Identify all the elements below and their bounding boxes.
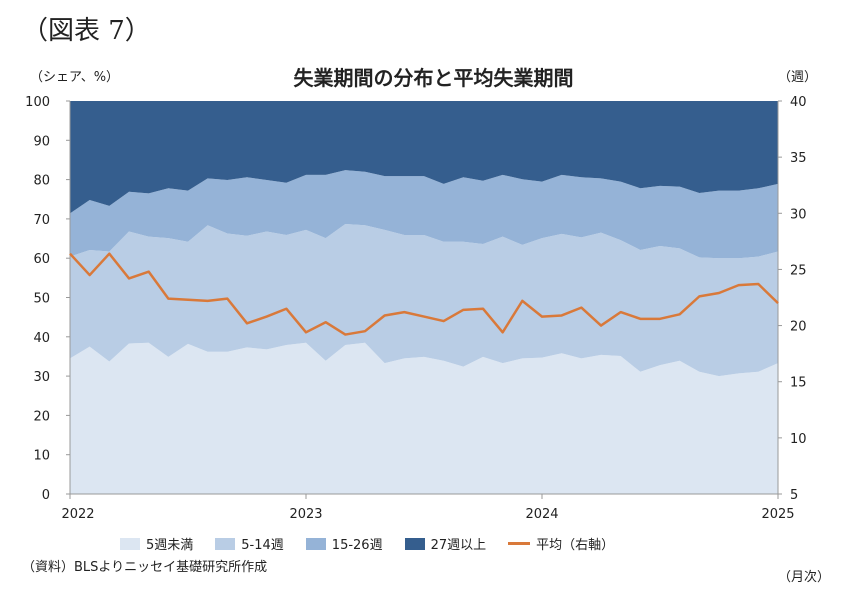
x-tick-label: 2024: [525, 507, 558, 522]
left-tick-label: 90: [33, 134, 50, 149]
legend-label: 15-26週: [331, 538, 383, 553]
legend-label: 平均（右軸）: [536, 538, 615, 553]
legend-item-5-14w: 5-14週: [215, 534, 284, 553]
area-15-26w: [70, 170, 778, 259]
area-27w-plus: [70, 101, 778, 214]
right-tick-label: 35: [790, 151, 807, 166]
legend-item-under-5w: 5週未満: [120, 534, 193, 553]
area-5-14w: [70, 224, 778, 377]
figure-label: （図表 7）: [22, 16, 151, 46]
legend: 5週未満 5-14週 15-26週 27週以上 平均（右軸）: [120, 534, 614, 553]
legend-item-27w-plus: 27週以上: [404, 534, 487, 553]
area-under-5w: [70, 342, 778, 494]
left-tick-label: 100: [25, 95, 50, 110]
legend-swatch: [508, 542, 531, 545]
right-tick-label: 40: [790, 95, 807, 110]
x-tick-label: 2022: [61, 507, 94, 522]
legend-swatch: [120, 537, 140, 550]
legend-label: 27週以上: [430, 538, 487, 553]
legend-label: 5週未満: [146, 538, 194, 553]
left-tick-label: 10: [33, 449, 50, 464]
left-axis-unit: （シェア、%）: [30, 70, 120, 85]
left-tick-label: 30: [33, 370, 50, 385]
x-tick-label: 2023: [289, 507, 322, 522]
left-tick-label: 40: [33, 331, 50, 346]
source-note: （資料）BLSよりニッセイ基礎研究所作成: [22, 560, 268, 575]
right-tick-label: 25: [790, 263, 807, 278]
right-tick-label: 30: [790, 207, 807, 222]
left-tick-label: 20: [33, 409, 50, 424]
right-tick-label: 5: [790, 488, 798, 503]
legend-swatch: [215, 537, 236, 550]
average-duration-line: [69, 252, 779, 336]
legend-item-15-26w: 15-26週: [305, 534, 383, 553]
right-tick-label: 10: [790, 432, 807, 447]
right-axis-unit: （週）: [778, 70, 818, 85]
left-tick-label: 0: [42, 488, 50, 503]
legend-swatch: [305, 537, 326, 550]
right-tick-label: 20: [790, 320, 807, 335]
right-tick-label: 15: [790, 376, 807, 391]
legend-item-average: 平均（右軸）: [508, 534, 614, 553]
left-tick-label: 60: [33, 252, 50, 267]
legend-label: 5-14週: [241, 538, 284, 553]
left-tick-label: 50: [33, 292, 50, 307]
left-tick-label: 70: [33, 213, 50, 228]
legend-swatch: [404, 537, 425, 550]
x-tick-label: 2025: [761, 507, 794, 522]
chart-title: 失業期間の分布と平均失業期間: [293, 66, 574, 90]
left-tick-label: 80: [33, 174, 50, 189]
frequency-note: （月次）: [778, 570, 831, 585]
